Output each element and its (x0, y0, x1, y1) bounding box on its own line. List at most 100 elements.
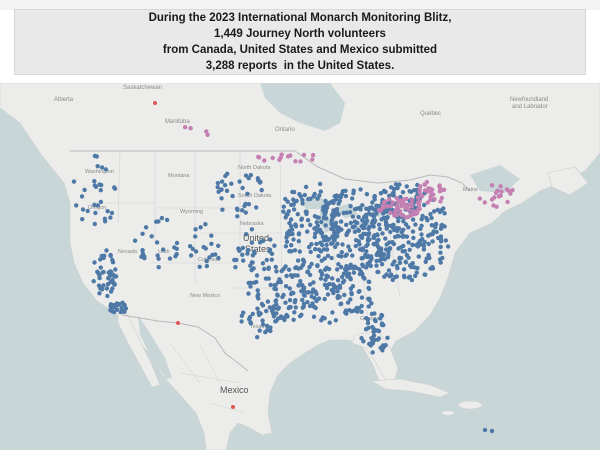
report-dot (316, 296, 322, 301)
report-dot (358, 269, 364, 274)
report-dot (331, 225, 336, 230)
report-dot (366, 232, 371, 238)
report-dot (98, 199, 104, 205)
report-dot (283, 300, 288, 305)
report-dot (273, 298, 278, 304)
report-dot (340, 242, 345, 247)
report-dot (371, 234, 376, 239)
label-manitoba: Manitoba (165, 119, 190, 125)
label-washington: Washington (85, 169, 114, 175)
report-dot (438, 226, 444, 231)
report-dot (260, 322, 266, 327)
report-dot (241, 258, 246, 263)
report-dot (342, 267, 348, 272)
report-dot (291, 237, 296, 242)
report-dot (249, 227, 255, 232)
report-dot (404, 234, 410, 239)
report-dot (383, 236, 388, 241)
map[interactable]: Alberta Saskatchewan Manitoba Ontario Qu… (0, 83, 600, 450)
report-dot (112, 274, 117, 279)
report-dot (417, 187, 422, 192)
report-dot (176, 321, 180, 325)
report-dot (277, 157, 282, 162)
report-dot (98, 188, 104, 193)
report-dot (323, 223, 328, 228)
report-dot (372, 194, 377, 200)
report-dot (215, 180, 221, 186)
state-borders (90, 150, 401, 324)
report-dot (305, 269, 310, 275)
report-dot (368, 263, 373, 269)
report-dot (249, 267, 254, 273)
report-dot (401, 233, 406, 239)
report-dot (496, 194, 502, 199)
report-dot (254, 273, 260, 278)
report-dot (364, 249, 369, 254)
report-dot (358, 187, 363, 192)
report-dot (300, 257, 306, 262)
newfoundland-island (547, 166, 589, 196)
report-dot (197, 264, 202, 269)
gulf-of-st-lawrence (470, 165, 520, 193)
report-dot (287, 298, 293, 303)
report-dot (498, 184, 503, 189)
report-dot (291, 317, 296, 322)
report-dot (347, 248, 353, 253)
report-dot (421, 202, 427, 208)
report-dot (336, 262, 341, 267)
report-dot (337, 294, 342, 300)
report-dot (243, 210, 248, 215)
report-dot (293, 305, 298, 310)
report-dot (204, 263, 210, 269)
report-dot (204, 129, 209, 134)
report-dot (371, 241, 376, 247)
report-dot (387, 200, 392, 205)
report-dot (273, 282, 278, 288)
report-dot (256, 154, 261, 160)
report-dot (346, 244, 351, 249)
report-dot (428, 211, 433, 217)
report-dot (404, 184, 409, 189)
report-dot (280, 294, 285, 300)
report-dot (80, 217, 85, 222)
report-dot (363, 327, 369, 332)
report-dot (410, 242, 415, 248)
report-dot (372, 220, 377, 225)
label-maine: Maine (463, 187, 478, 193)
report-dot (413, 273, 418, 279)
report-dot (322, 211, 328, 217)
label-south-dakota: South Dakota (238, 193, 272, 199)
report-dot (332, 237, 337, 243)
report-dot (267, 305, 273, 310)
report-dot (97, 275, 102, 281)
report-dot (335, 241, 340, 246)
report-dot (351, 191, 356, 196)
label-ontario: Ontario (275, 127, 295, 133)
report-dot (360, 203, 365, 208)
report-dot (392, 227, 397, 233)
report-dot (314, 220, 319, 225)
report-dot (396, 226, 402, 231)
report-dot (386, 253, 391, 258)
map-canvas[interactable]: Alberta Saskatchewan Manitoba Ontario Qu… (0, 83, 600, 450)
report-dot (314, 241, 319, 247)
report-dot (240, 208, 245, 213)
label-united-states-1: United (243, 233, 269, 243)
report-dot (482, 427, 488, 433)
report-dot (425, 189, 430, 194)
report-dot (359, 256, 364, 261)
report-dot (319, 219, 324, 225)
report-dot (209, 241, 214, 246)
report-dot (313, 247, 318, 252)
label-georgia: Georgia (360, 316, 381, 322)
report-dot (307, 303, 313, 309)
report-dot (367, 341, 372, 347)
report-dot (266, 265, 271, 270)
report-dot (237, 179, 242, 184)
report-dot (167, 256, 173, 261)
report-dot (409, 198, 415, 203)
report-dot (316, 247, 322, 252)
report-dot (419, 223, 424, 228)
report-dot (256, 310, 261, 315)
report-dot (380, 204, 385, 209)
